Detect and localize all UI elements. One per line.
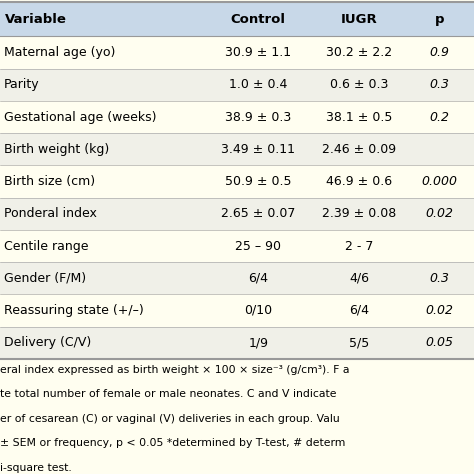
Text: Variable: Variable [5,13,67,26]
Text: 5/5: 5/5 [349,336,369,349]
Text: IUGR: IUGR [341,13,377,26]
Text: te total number of female or male neonates. C and V indicate: te total number of female or male neonat… [0,389,337,399]
Text: 30.2 ± 2.2: 30.2 ± 2.2 [326,46,392,59]
FancyBboxPatch shape [0,327,474,359]
Text: i-square test.: i-square test. [0,463,72,473]
FancyBboxPatch shape [0,101,474,133]
Text: 0.3: 0.3 [429,272,450,285]
Text: Control: Control [231,13,286,26]
Text: 2.46 ± 0.09: 2.46 ± 0.09 [322,143,396,156]
FancyBboxPatch shape [0,36,474,69]
Text: 0.02: 0.02 [426,207,454,220]
Text: Birth size (cm): Birth size (cm) [4,175,95,188]
Text: Maternal age (yo): Maternal age (yo) [4,46,115,59]
Text: 30.9 ± 1.1: 30.9 ± 1.1 [225,46,292,59]
Text: 0.05: 0.05 [426,336,454,349]
Text: 6/4: 6/4 [248,272,268,285]
Text: 1.0 ± 0.4: 1.0 ± 0.4 [229,78,288,91]
Text: er of cesarean (C) or vaginal (V) deliveries in each group. Valu: er of cesarean (C) or vaginal (V) delive… [0,414,340,424]
Text: 6/4: 6/4 [349,304,369,317]
Text: 0.02: 0.02 [426,304,454,317]
Text: 46.9 ± 0.6: 46.9 ± 0.6 [326,175,392,188]
Text: 1/9: 1/9 [248,336,268,349]
Text: Birth weight (kg): Birth weight (kg) [4,143,109,156]
Text: Delivery (C/V): Delivery (C/V) [4,336,91,349]
Text: 0.9: 0.9 [429,46,450,59]
FancyBboxPatch shape [0,198,474,230]
Text: 25 – 90: 25 – 90 [235,239,282,253]
Text: Gender (F/M): Gender (F/M) [4,272,86,285]
FancyBboxPatch shape [0,230,474,262]
Text: 38.9 ± 0.3: 38.9 ± 0.3 [225,110,292,124]
Text: 0.3: 0.3 [429,78,450,91]
FancyBboxPatch shape [0,69,474,101]
Text: Gestational age (weeks): Gestational age (weeks) [4,110,156,124]
Text: 0.000: 0.000 [422,175,457,188]
Text: 0.2: 0.2 [429,110,450,124]
Text: 3.49 ± 0.11: 3.49 ± 0.11 [221,143,295,156]
Text: 38.1 ± 0.5: 38.1 ± 0.5 [326,110,392,124]
Text: 50.9 ± 0.5: 50.9 ± 0.5 [225,175,292,188]
Text: Ponderal index: Ponderal index [4,207,97,220]
FancyBboxPatch shape [0,165,474,198]
Text: 0.6 ± 0.3: 0.6 ± 0.3 [330,78,388,91]
Text: 2 - 7: 2 - 7 [345,239,373,253]
FancyBboxPatch shape [0,2,474,36]
Text: Parity: Parity [4,78,39,91]
Text: 2.65 ± 0.07: 2.65 ± 0.07 [221,207,295,220]
Text: 2.39 ± 0.08: 2.39 ± 0.08 [322,207,396,220]
Text: Reassuring state (+/–): Reassuring state (+/–) [4,304,144,317]
Text: Centile range: Centile range [4,239,88,253]
Text: p: p [435,13,445,26]
Text: 4/6: 4/6 [349,272,369,285]
Text: 0/10: 0/10 [244,304,273,317]
Text: ± SEM or frequency, p < 0.05 *determined by T-test, # determ: ± SEM or frequency, p < 0.05 *determined… [0,438,346,448]
FancyBboxPatch shape [0,133,474,165]
Text: eral index expressed as birth weight × 100 × size⁻³ (g/cm³). F a: eral index expressed as birth weight × 1… [0,365,349,374]
FancyBboxPatch shape [0,294,474,327]
FancyBboxPatch shape [0,262,474,294]
